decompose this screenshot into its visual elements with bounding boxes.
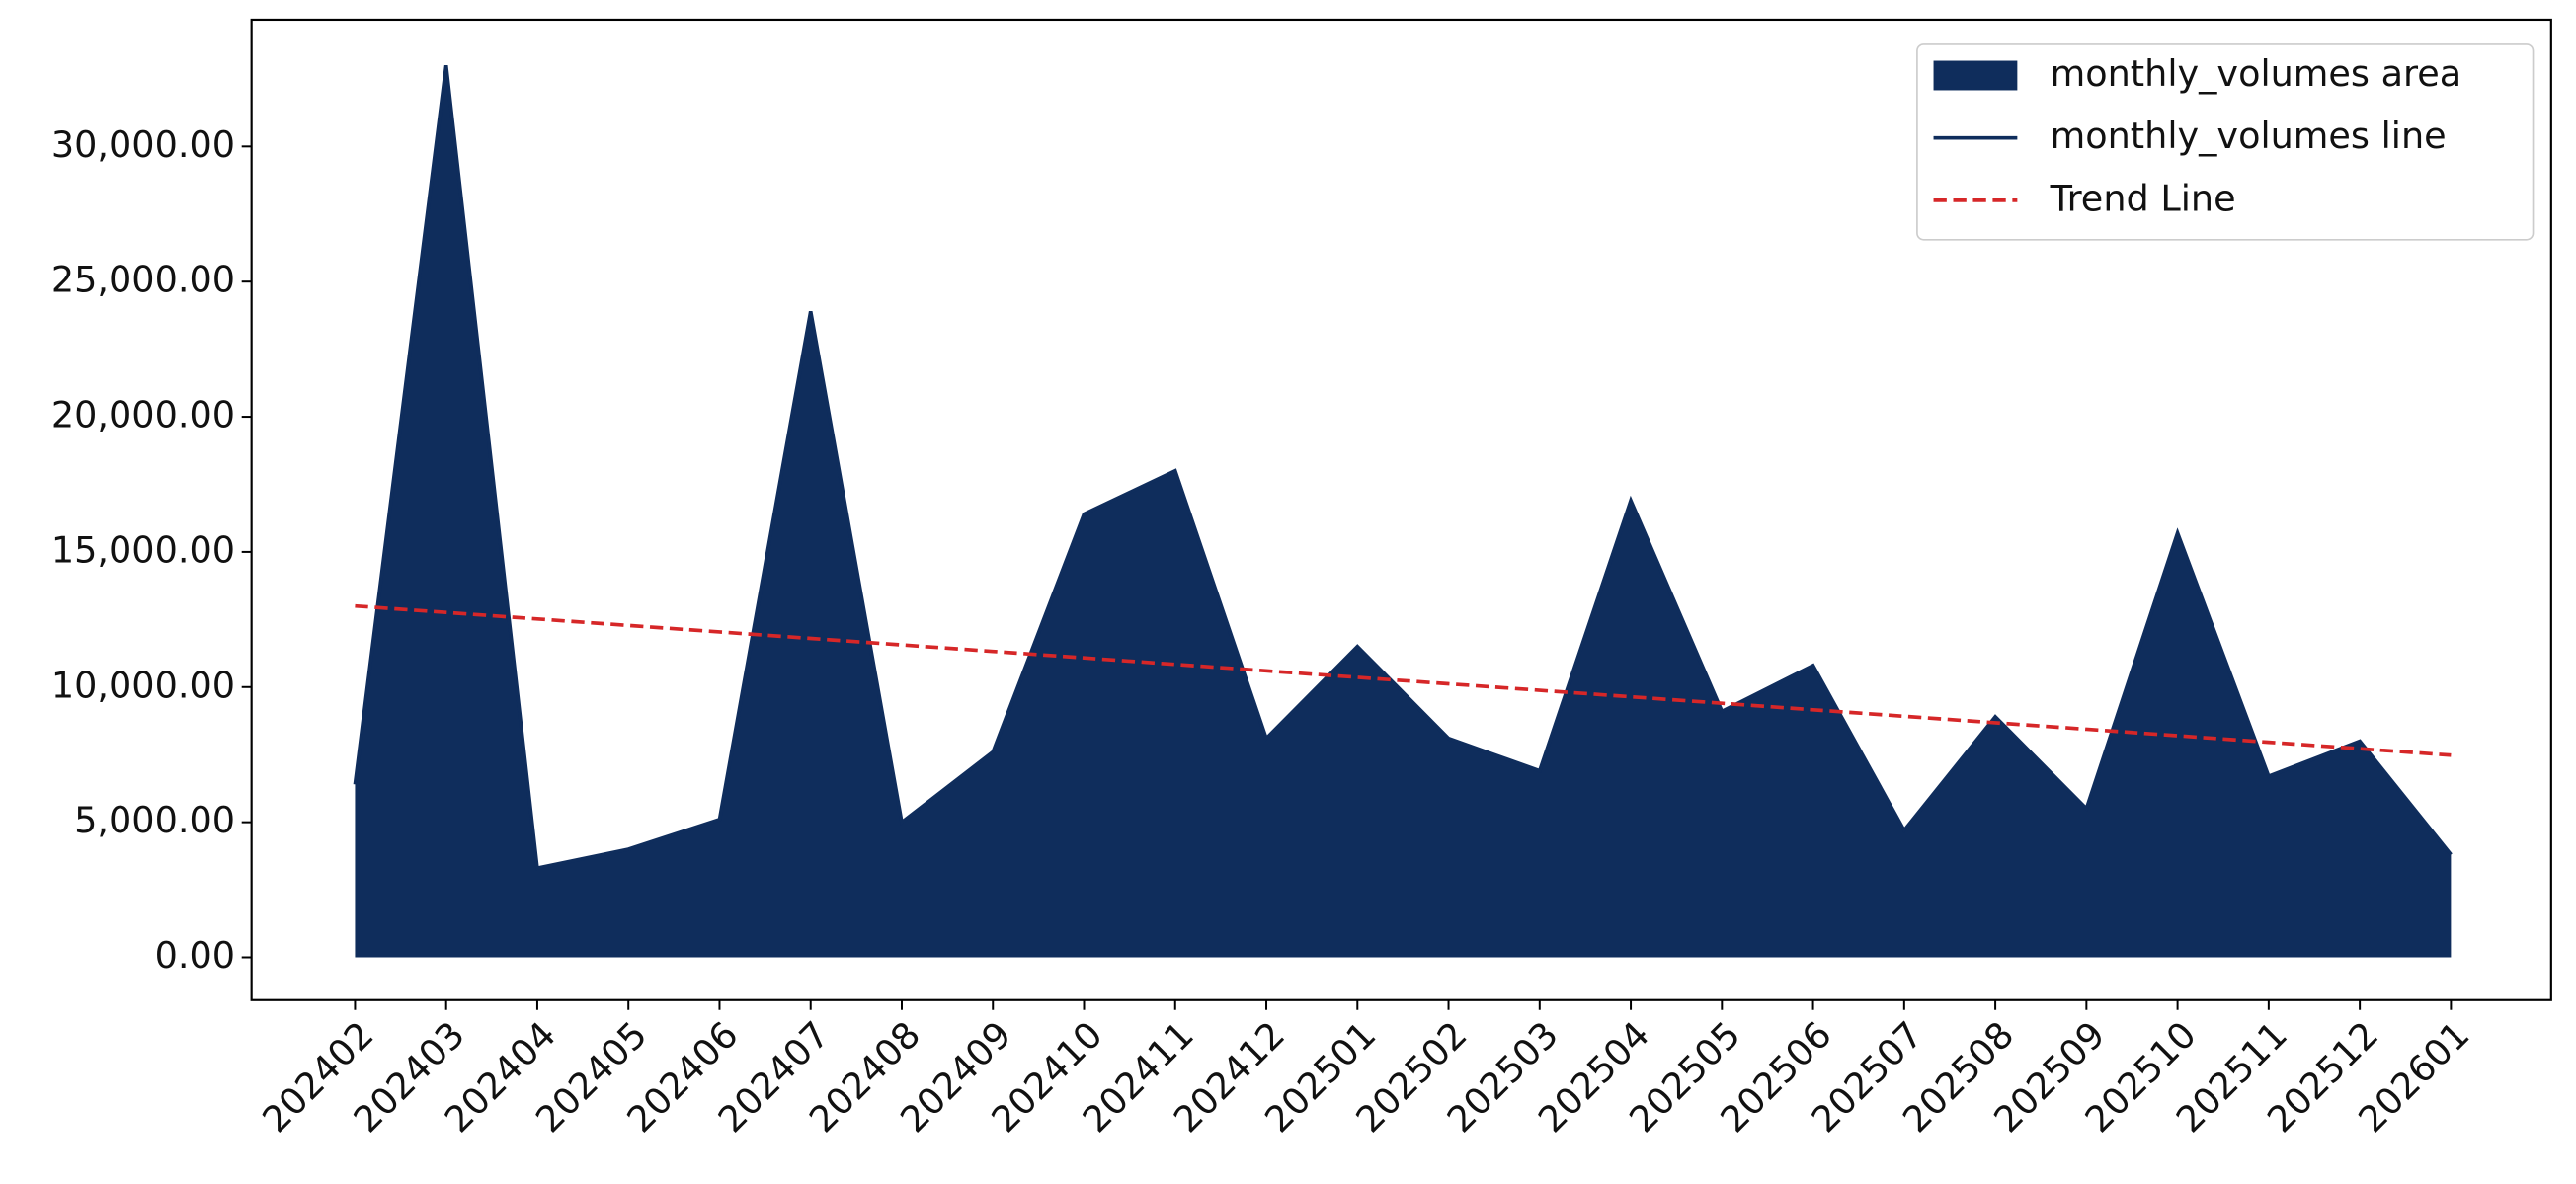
y-tick-label: 0.00 [155, 934, 235, 977]
y-tick-label: 5,000.00 [74, 799, 235, 841]
legend-swatch [1933, 60, 2018, 91]
y-tick-label: 10,000.00 [51, 664, 235, 706]
legend-box [1916, 43, 2535, 241]
y-tick-label: 15,000.00 [51, 528, 235, 571]
plot-frame [250, 18, 2552, 1001]
legend-label: monthly_volumes area [2051, 52, 2462, 95]
area [355, 65, 2452, 958]
legend-label: Trend Line [2050, 177, 2236, 219]
legend: monthly_volumes area monthly_volumes line… [1916, 43, 2535, 241]
y-tick-label: 20,000.00 [51, 394, 235, 436]
trend-line [355, 603, 2452, 757]
legend-label: monthly_volumes line [2051, 115, 2447, 157]
line [353, 64, 2453, 871]
y-tick-label: 25,000.00 [51, 259, 235, 301]
y-tick-label: 30,000.00 [51, 123, 235, 166]
